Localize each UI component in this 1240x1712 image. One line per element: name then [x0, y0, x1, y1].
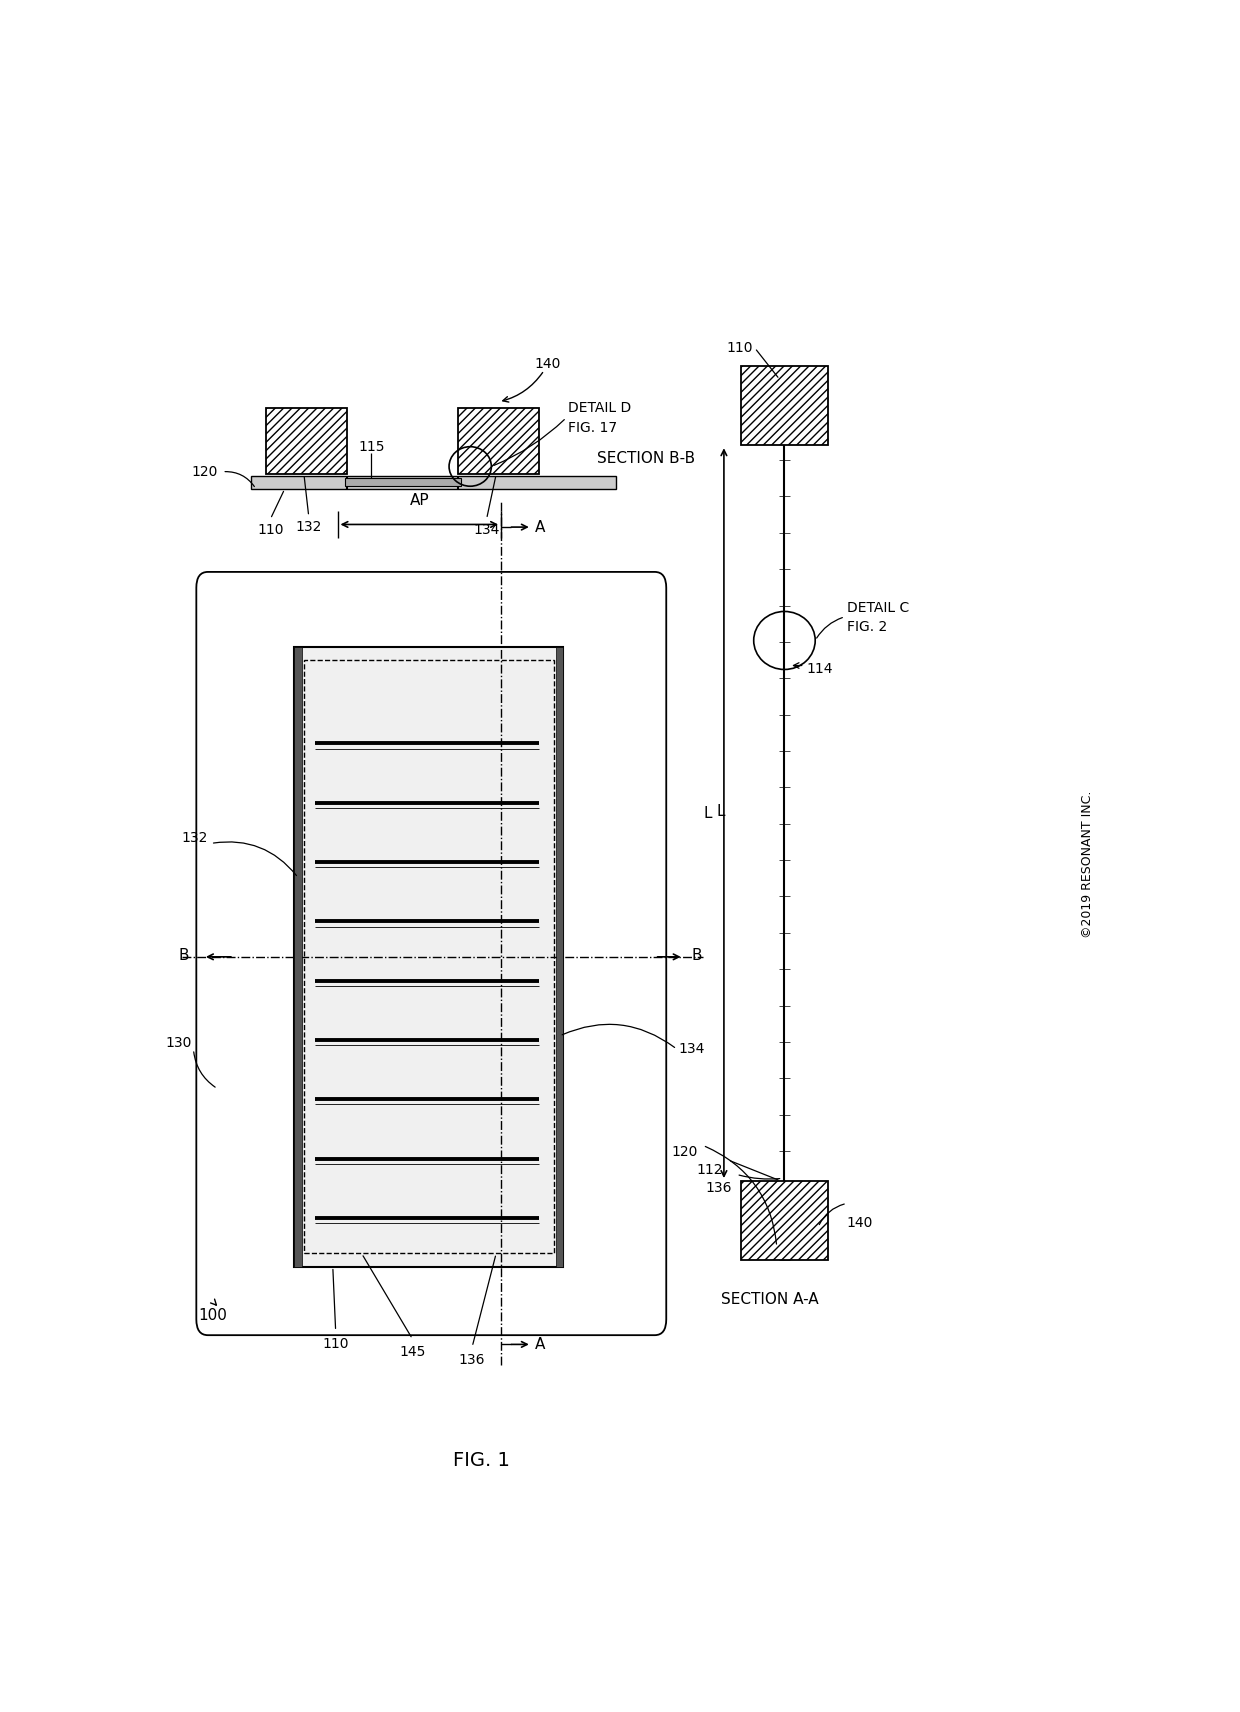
Bar — [265, 409, 347, 474]
Text: ©2019 RESONANT INC.: ©2019 RESONANT INC. — [1081, 791, 1094, 938]
Bar — [294, 647, 563, 1267]
Bar — [742, 1181, 828, 1260]
Text: A: A — [534, 1337, 544, 1352]
Text: 115: 115 — [358, 440, 384, 454]
Text: 112: 112 — [697, 1164, 723, 1178]
Bar — [345, 478, 460, 486]
Text: 140: 140 — [534, 356, 560, 370]
Text: 132: 132 — [295, 520, 322, 534]
Text: 140: 140 — [847, 1216, 873, 1231]
Text: 136: 136 — [459, 1352, 485, 1368]
Text: 120: 120 — [191, 464, 217, 479]
Bar — [458, 409, 539, 474]
Bar — [742, 366, 828, 445]
Text: SECTION B-B: SECTION B-B — [596, 450, 696, 466]
FancyBboxPatch shape — [196, 572, 666, 1335]
Text: A: A — [534, 519, 544, 534]
Text: SECTION A-A: SECTION A-A — [722, 1293, 818, 1306]
Text: 114: 114 — [806, 663, 833, 676]
Text: L: L — [704, 806, 712, 820]
Text: 136: 136 — [706, 1181, 732, 1195]
Text: FIG. 1: FIG. 1 — [454, 1450, 510, 1471]
Text: FIG. 17: FIG. 17 — [568, 421, 618, 435]
Bar — [556, 647, 563, 1267]
Text: 110: 110 — [322, 1337, 348, 1351]
Text: 145: 145 — [399, 1346, 425, 1359]
Text: L: L — [717, 805, 725, 820]
Text: 110: 110 — [257, 522, 284, 538]
Text: DETAIL D: DETAIL D — [568, 401, 631, 416]
Text: DETAIL C: DETAIL C — [847, 601, 909, 615]
Text: 134: 134 — [474, 522, 500, 538]
Text: 132: 132 — [181, 832, 208, 846]
Text: B: B — [691, 948, 702, 964]
Text: 110: 110 — [727, 341, 753, 354]
Bar — [250, 476, 616, 490]
Bar — [304, 661, 554, 1253]
Text: AP: AP — [409, 493, 429, 508]
Bar — [294, 647, 303, 1267]
Text: FIG. 2: FIG. 2 — [847, 620, 887, 633]
Text: 130: 130 — [165, 1036, 191, 1049]
Text: 134: 134 — [678, 1043, 706, 1056]
Text: 120: 120 — [672, 1145, 698, 1159]
Text: 100: 100 — [198, 1308, 227, 1323]
Text: B: B — [179, 948, 188, 964]
